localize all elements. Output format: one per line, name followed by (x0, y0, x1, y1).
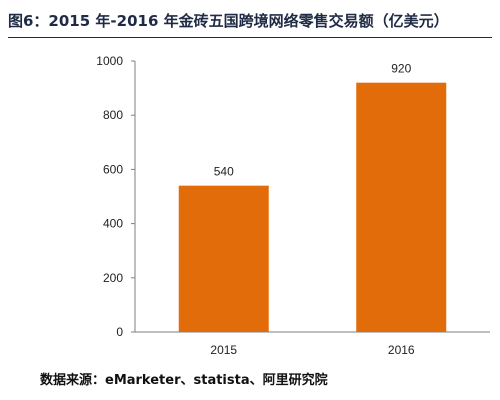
figure-title: 图6：2015 年-2016 年金砖五国跨境网络零售交易额（亿美元） (8, 12, 449, 30)
data-label-2015: 540 (214, 165, 234, 179)
y-tick-label: 1000 (96, 54, 123, 68)
bar-2016 (356, 82, 447, 333)
bar-series: 540 920 (178, 62, 447, 333)
y-tick-label: 200 (103, 271, 123, 285)
y-axis-ticks: 0 200 400 600 800 1000 (96, 54, 135, 339)
y-tick-label: 600 (103, 162, 123, 176)
title-underline (8, 37, 492, 38)
y-tick-label: 0 (116, 325, 123, 339)
y-tick-label: 800 (103, 108, 123, 122)
x-axis-ticks: 2015 2016 (210, 343, 415, 357)
data-label-2016: 920 (391, 62, 411, 76)
bar-2015 (178, 185, 269, 332)
x-tick-label-2016: 2016 (388, 343, 415, 357)
y-tick-label: 400 (103, 217, 123, 231)
source-note: 数据来源：eMarketer、statista、阿里研究院 (40, 373, 328, 388)
x-tick-label-2015: 2015 (210, 343, 237, 357)
